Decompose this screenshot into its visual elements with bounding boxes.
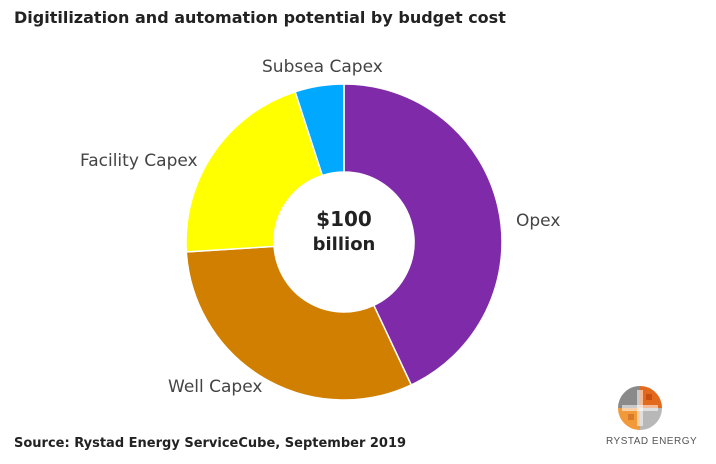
slice-label-subsea-capex: Subsea Capex [262, 57, 383, 77]
slice-labels: Opex Well Capex Facility Capex Subsea Capex [80, 57, 560, 397]
rystad-logo: RYSTAD ENERGY [606, 384, 697, 456]
slice-facility-capex [185, 90, 324, 253]
slice-label-facility-capex: Facility Capex [80, 151, 198, 171]
donut-slices [185, 83, 503, 401]
chart-title: Digitilization and automation potential … [14, 8, 506, 27]
slice-opex [343, 83, 503, 386]
slice-label-opex: Opex [516, 211, 560, 231]
slice-label-well-capex: Well Capex [168, 377, 262, 397]
center-total-value: $100 [316, 207, 372, 231]
slice-subsea-capex [294, 83, 345, 177]
rystad-globe-logo-icon [618, 386, 662, 430]
source-note: Source: Rystad Energy ServiceCube, Septe… [14, 436, 407, 451]
logo-text: RYSTAD ENERGY [606, 436, 698, 447]
center-total-unit: billion [313, 234, 376, 255]
slice-well-capex [185, 245, 413, 401]
